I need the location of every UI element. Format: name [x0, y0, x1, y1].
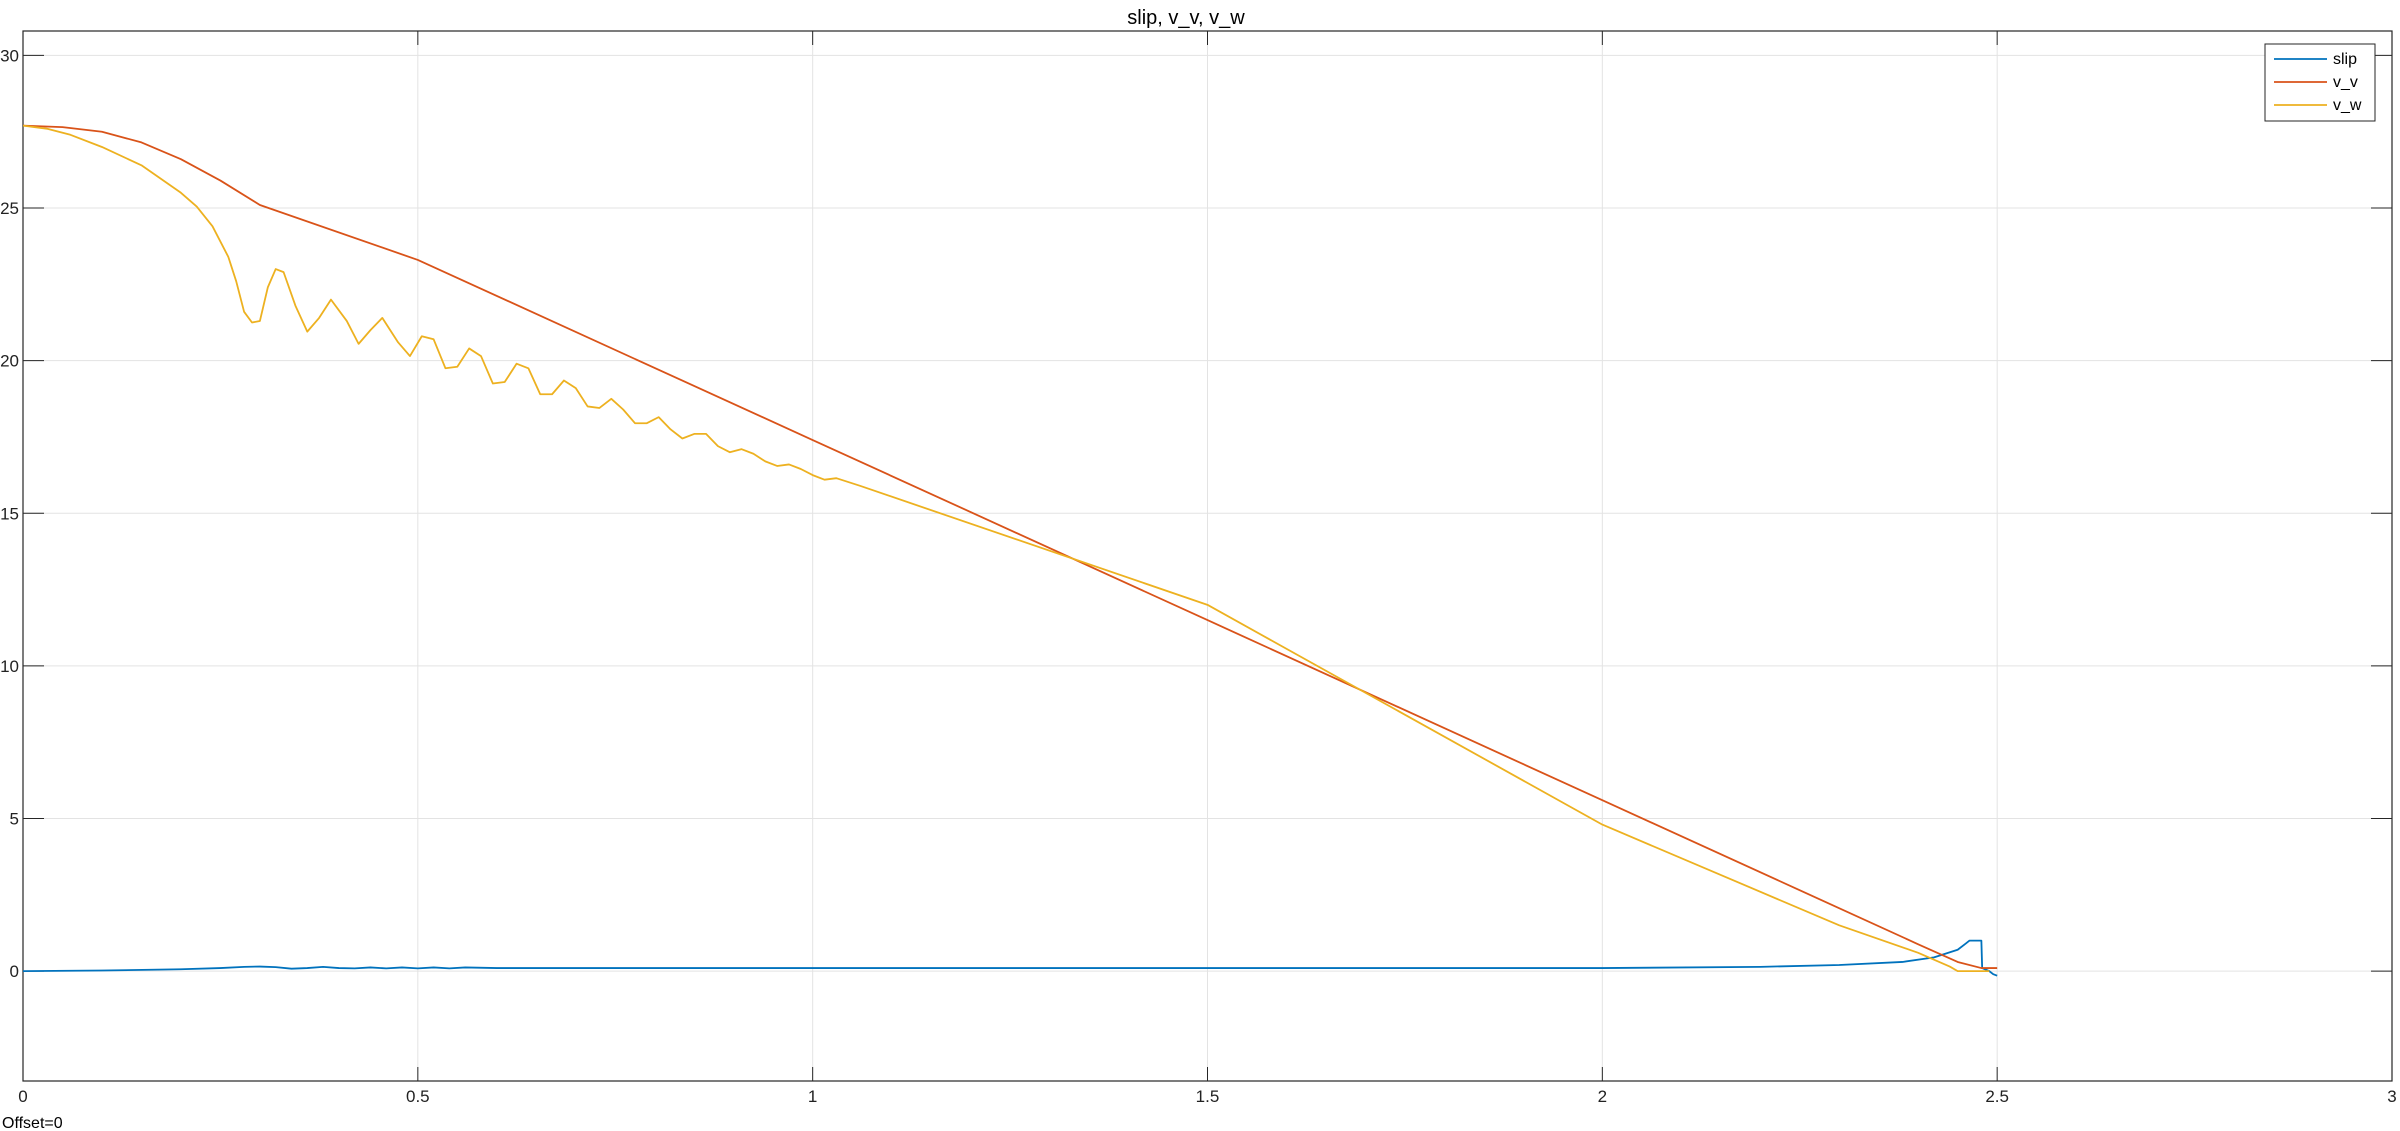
y-tick-label: 0 [10, 962, 19, 981]
series-line-v-w [23, 124, 1990, 973]
grid-lines [23, 31, 2392, 1081]
y-tick-label: 15 [0, 504, 19, 523]
y-tick-label: 10 [0, 657, 19, 676]
legend-label: slip [2333, 51, 2357, 68]
y-tick-label: 20 [0, 352, 19, 371]
x-tick-label: 2.5 [1985, 1087, 2009, 1106]
series-line-v-v [23, 124, 1998, 969]
y-tick-label: 5 [10, 810, 19, 829]
x-tick-label: 0.5 [406, 1087, 430, 1106]
chart-title: slip, v_v, v_w [1127, 7, 1245, 29]
series-line-slip [23, 939, 1998, 977]
x-tick-label: 1 [808, 1087, 817, 1106]
x-tick-label: 3 [2387, 1087, 2396, 1106]
y-tick-label: 25 [0, 199, 19, 218]
offset-label: Offset=0 [2, 1115, 63, 1131]
series-layer [23, 124, 1998, 977]
y-tick-label: 30 [0, 46, 19, 65]
x-tick-label: 0 [18, 1087, 27, 1106]
x-tick-label: 1.5 [1196, 1087, 1220, 1106]
legend-label: v_w [2333, 97, 2362, 114]
x-tick-label: 2 [1598, 1087, 1607, 1106]
legend-label: v_v [2333, 74, 2358, 91]
legend: slip v_v v_w [2264, 43, 2376, 122]
